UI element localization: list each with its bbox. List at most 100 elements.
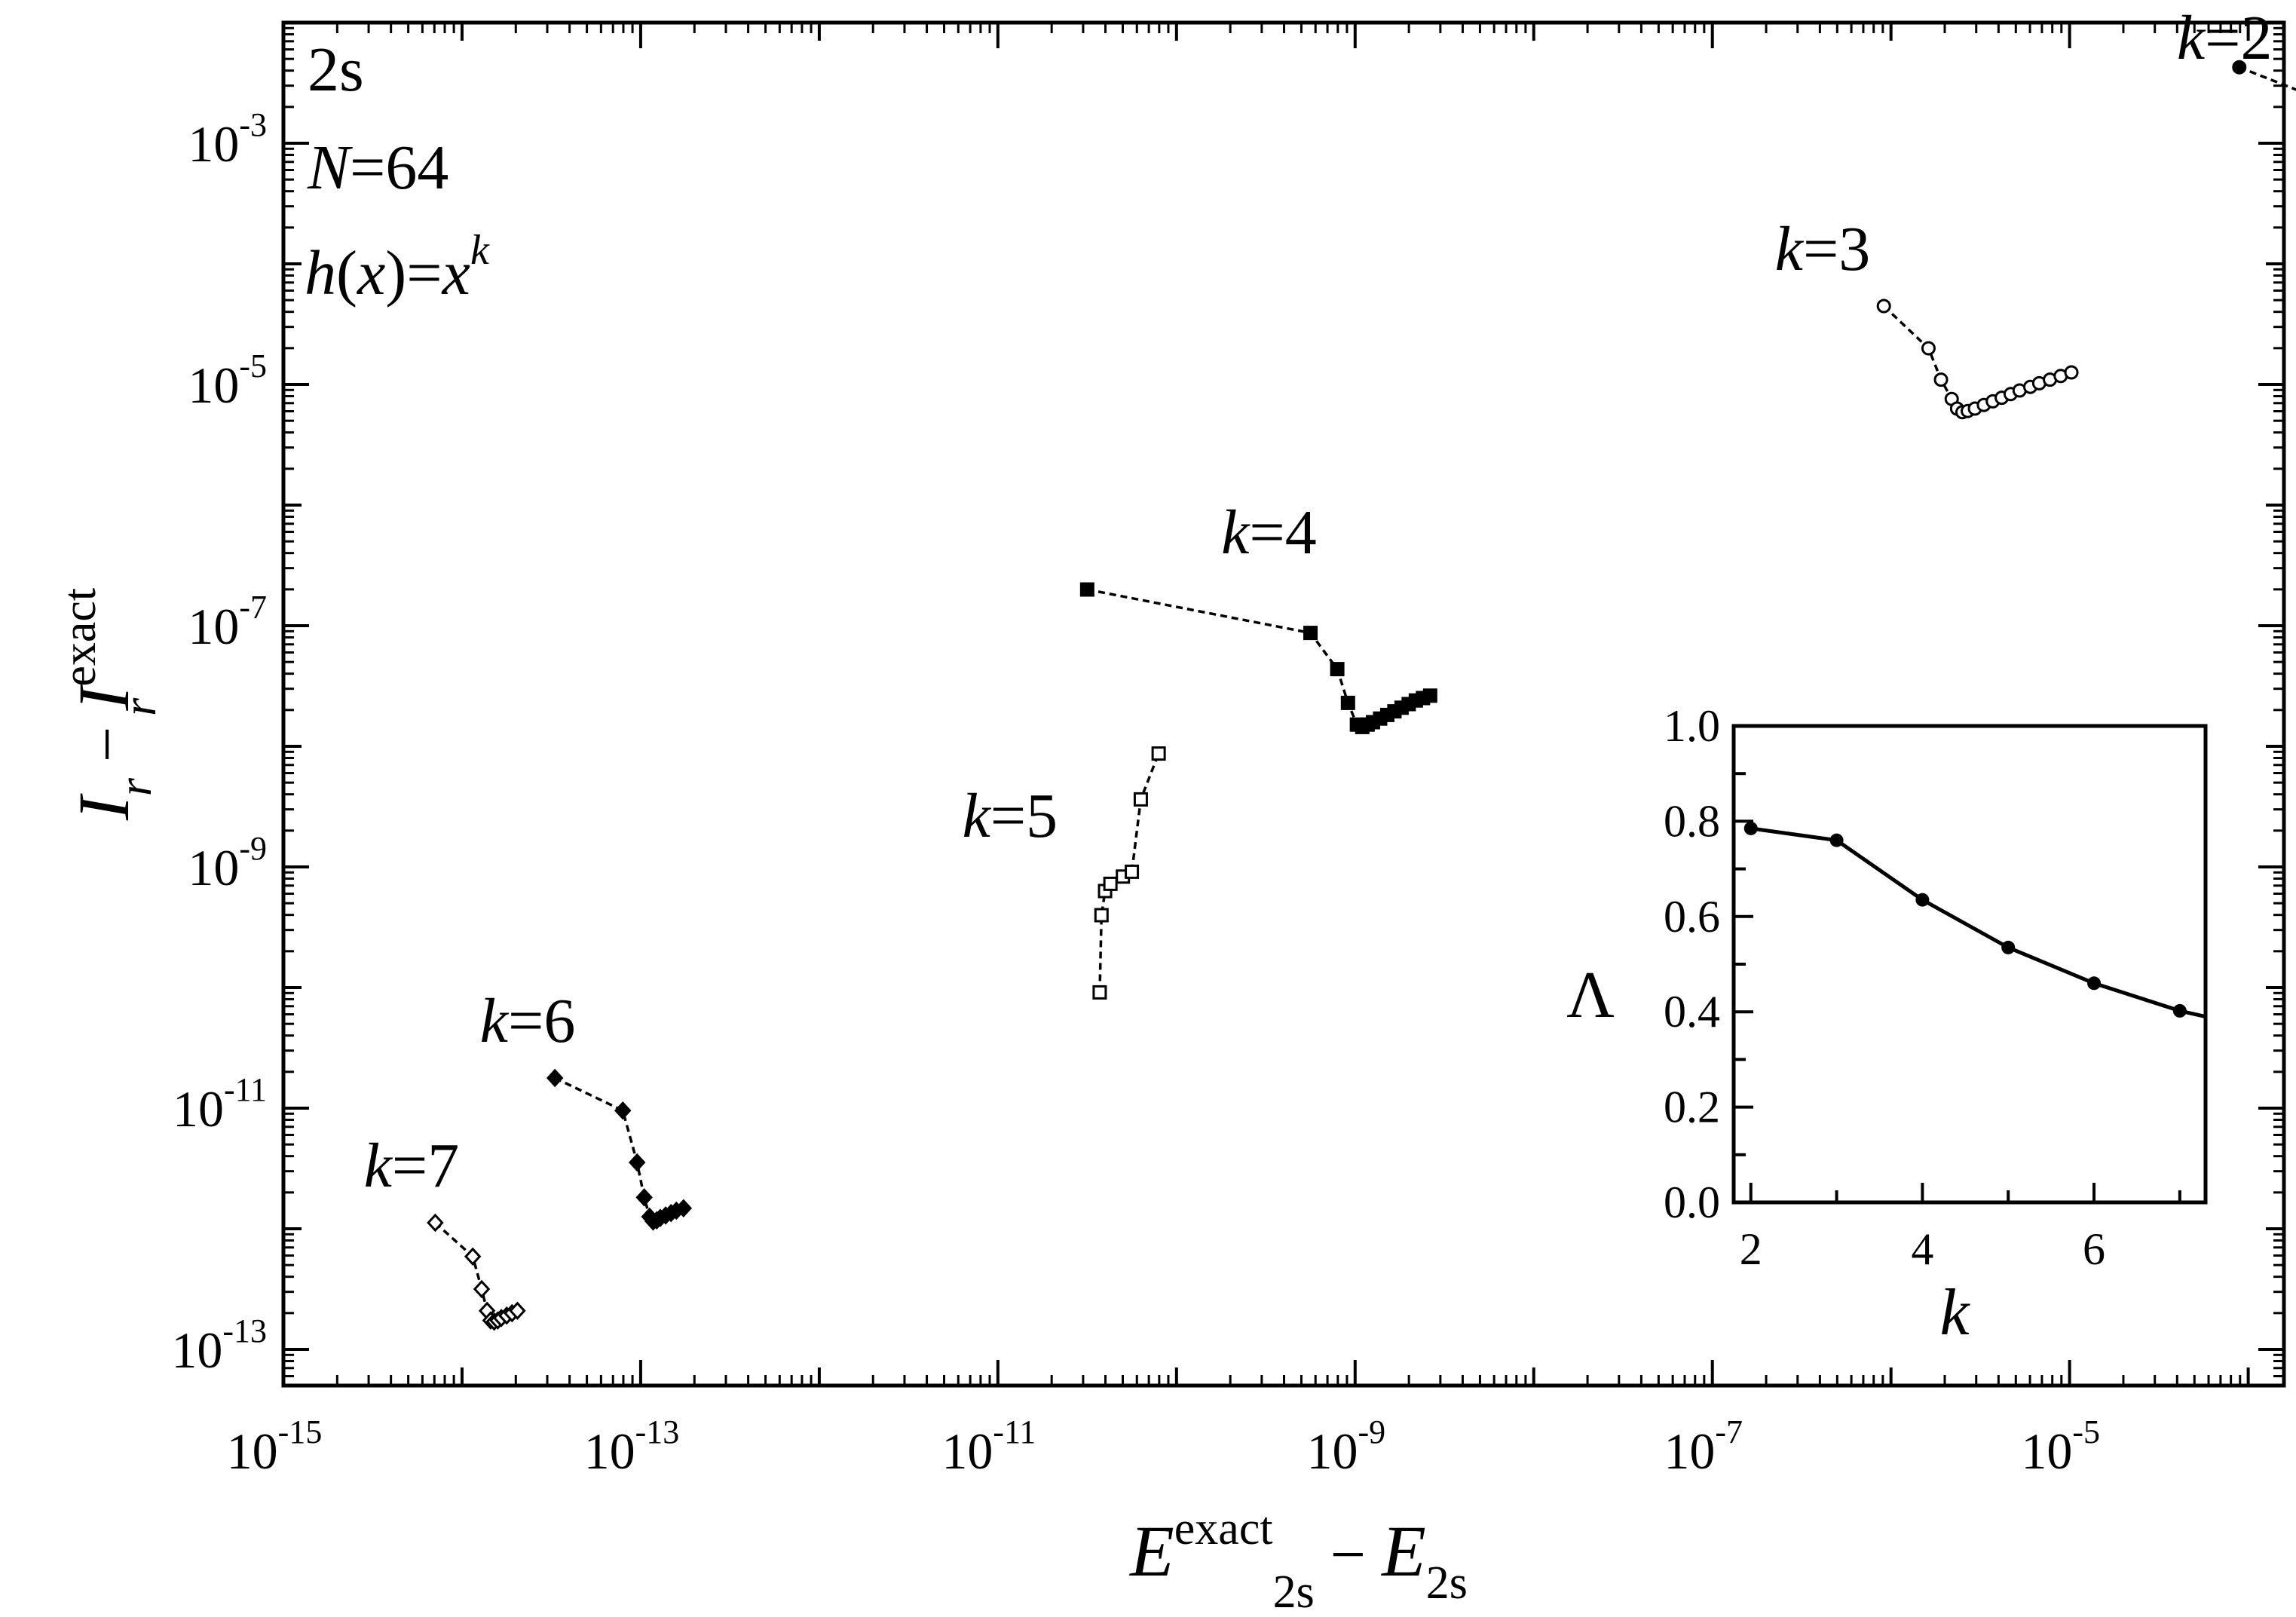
inset-series xyxy=(1743,821,2206,1018)
inset-y-tick-label: 0.8 xyxy=(1664,796,1720,846)
y-axis-title-rest-sub: r xyxy=(115,697,166,716)
inset-data-point xyxy=(1743,821,1758,835)
y-axis-title-sub: r xyxy=(110,777,161,796)
series-line xyxy=(1882,305,2072,414)
h-annotation-a: h xyxy=(305,238,336,308)
series-label-value: =4 xyxy=(1249,498,1316,568)
data-point xyxy=(1094,908,1109,923)
series-k3: k=3 xyxy=(1775,214,2079,420)
x-tick-label-base: 10 xyxy=(227,1423,278,1480)
series-label-value: =6 xyxy=(508,986,575,1056)
data-point xyxy=(1340,695,1355,710)
n-annotation-var: N xyxy=(307,133,353,203)
inset-data-point xyxy=(2087,976,2102,991)
inset-y-tick-label: 0.0 xyxy=(1664,1178,1720,1227)
y-tick-label-base: 10 xyxy=(173,1080,224,1138)
y-tick-label: 10-7 xyxy=(188,589,267,655)
series-label-var: k xyxy=(962,781,991,851)
inset-data-point xyxy=(2172,1003,2187,1018)
inset-data-point xyxy=(1829,833,1844,847)
h-annotation: h(x)=xk xyxy=(305,227,490,308)
inset-plot-frame xyxy=(1731,724,2208,1205)
y-axis-title-base: I xyxy=(63,793,144,821)
series-label-var: k xyxy=(480,986,510,1056)
y-tick-label-sup: -5 xyxy=(239,348,267,384)
x-tick-label-sup: -15 xyxy=(278,1413,323,1450)
series-label: k=5 xyxy=(962,781,1058,851)
h-annotation-c: x xyxy=(356,238,385,308)
series-line xyxy=(2239,66,2296,91)
series-k2: k=2 xyxy=(2177,3,2296,91)
series-label-value: =2 xyxy=(2205,3,2272,73)
inset-x-axis-title: k xyxy=(1939,1276,1970,1349)
series-k6: k=6 xyxy=(480,986,693,1231)
series-label-value: =3 xyxy=(1803,214,1870,284)
y-axis-title-rest-sup: exact xyxy=(54,588,106,687)
data-point xyxy=(2232,60,2247,75)
series-label-value: =7 xyxy=(392,1131,459,1201)
y-tick-label: 10-3 xyxy=(188,106,267,173)
series-label: k=7 xyxy=(364,1131,460,1201)
y-tick-label-sup: -7 xyxy=(239,589,267,626)
series-label-var: k xyxy=(1221,498,1251,568)
y-axis-title-minus: − xyxy=(72,711,142,778)
series-layer: k=2k=3k=4k=5k=6k=7 xyxy=(364,3,2296,1331)
x-tick-label-base: 10 xyxy=(2021,1423,2072,1480)
inset-data-point xyxy=(2001,940,2016,954)
data-point xyxy=(1151,746,1166,761)
x-axis-title-base: E xyxy=(1128,1511,1174,1591)
inset-y-tick-label: 0.4 xyxy=(1664,987,1720,1037)
y-axis-title: Ir − Iexactr xyxy=(54,588,166,821)
inset-data-point xyxy=(1915,893,1930,907)
inset-tick-labels: 2 4 6 0.0 0.2 0.4 0.6 0.8 1.0 xyxy=(1664,701,2105,1274)
h-annotation-d: )= xyxy=(385,238,442,308)
series-label: k=6 xyxy=(480,986,576,1056)
data-point xyxy=(1079,582,1094,597)
x-tick-label: 10-15 xyxy=(227,1413,323,1480)
x-tick-label: 10-13 xyxy=(584,1413,680,1480)
inset-background xyxy=(1734,726,2206,1202)
x-tick-label-base: 10 xyxy=(941,1423,993,1480)
x-tick-label-sup: -7 xyxy=(1715,1413,1743,1450)
n-annotation-rest: =64 xyxy=(350,133,448,203)
data-point xyxy=(1125,864,1140,879)
inset-x-tick-label: 6 xyxy=(2083,1224,2105,1274)
data-point xyxy=(1422,688,1437,703)
data-point xyxy=(2064,365,2079,380)
series-label: k=3 xyxy=(1775,214,1871,284)
y-tick-label-base: 10 xyxy=(188,357,239,414)
series-label-var: k xyxy=(364,1131,393,1201)
series-label: k=4 xyxy=(1221,498,1317,568)
series-line xyxy=(554,1076,684,1223)
data-point xyxy=(464,1247,482,1266)
n-annotation: N=64 xyxy=(307,133,448,203)
data-point xyxy=(509,1301,526,1321)
x-tick-label-sup: -13 xyxy=(635,1413,680,1450)
inset-y-axis-title: Λ xyxy=(1566,959,1615,1032)
x-tick-label: 10-7 xyxy=(1664,1413,1743,1480)
h-annotation-b: ( xyxy=(336,238,357,308)
x-axis-title-minus: − xyxy=(1315,1520,1382,1590)
data-point xyxy=(1092,985,1107,1000)
series-k5: k=5 xyxy=(962,746,1166,1000)
y-tick-label-sup: -3 xyxy=(239,106,267,143)
data-point xyxy=(1330,662,1345,677)
y-tick-label-sup: -11 xyxy=(224,1071,267,1108)
main-tick-labels: 10-15 10-13 10-11 10-9 10-7 10-510-1310-1110-… xyxy=(171,106,2100,1480)
y-tick-label-base: 10 xyxy=(171,1321,222,1379)
data-point xyxy=(1133,792,1148,807)
x-tick-label: 10-5 xyxy=(2021,1413,2100,1480)
x-tick-label-sup: -11 xyxy=(993,1413,1036,1450)
data-point xyxy=(546,1068,564,1088)
inset-y-tick-label: 0.6 xyxy=(1664,892,1720,942)
series-line xyxy=(434,1221,519,1324)
series-label: k=2 xyxy=(2177,3,2273,73)
inset-x-tick-label: 4 xyxy=(1911,1224,1933,1274)
data-point xyxy=(1921,341,1936,356)
inset-y-tick-label: 1.0 xyxy=(1664,701,1720,751)
series-k7: k=7 xyxy=(364,1131,526,1331)
series-label-var: k xyxy=(1775,214,1805,284)
x-tick-label-base: 10 xyxy=(1306,1423,1358,1480)
data-point xyxy=(1876,299,1891,314)
